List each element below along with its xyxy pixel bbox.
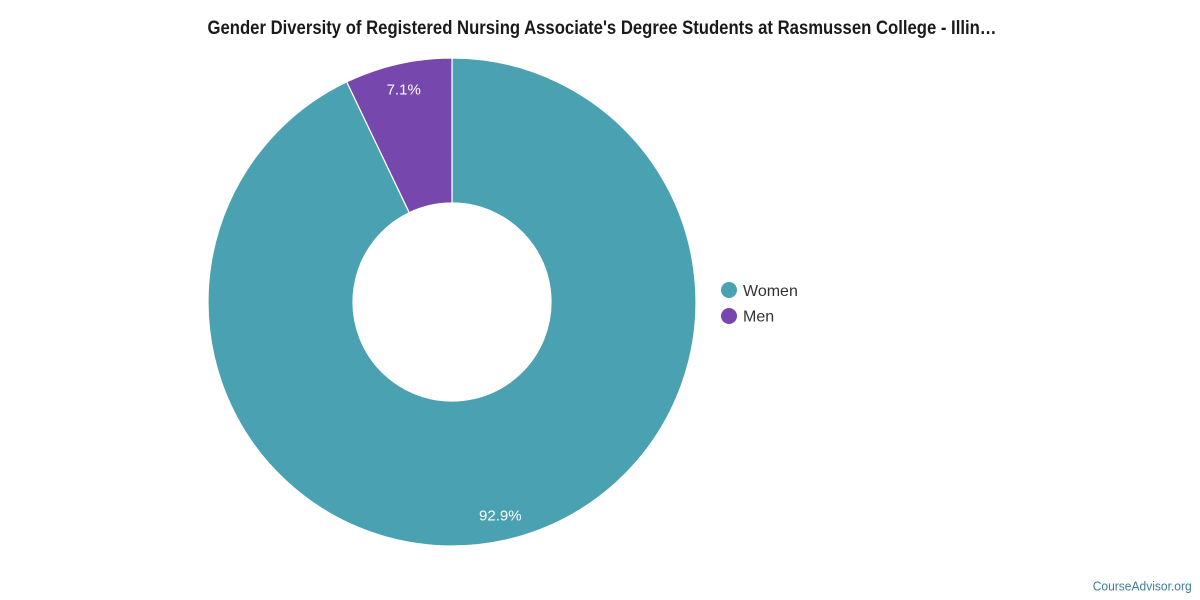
svg-text:Women: Women	[743, 283, 798, 300]
svg-text:CourseAdvisor.org: CourseAdvisor.org	[1093, 579, 1192, 594]
svg-text:Gender Diversity of Registered: Gender Diversity of Registered Nursing A…	[208, 18, 997, 39]
svg-text:7.1%: 7.1%	[387, 81, 421, 98]
svg-text:Men: Men	[743, 309, 774, 326]
svg-text:92.9%: 92.9%	[479, 508, 522, 525]
